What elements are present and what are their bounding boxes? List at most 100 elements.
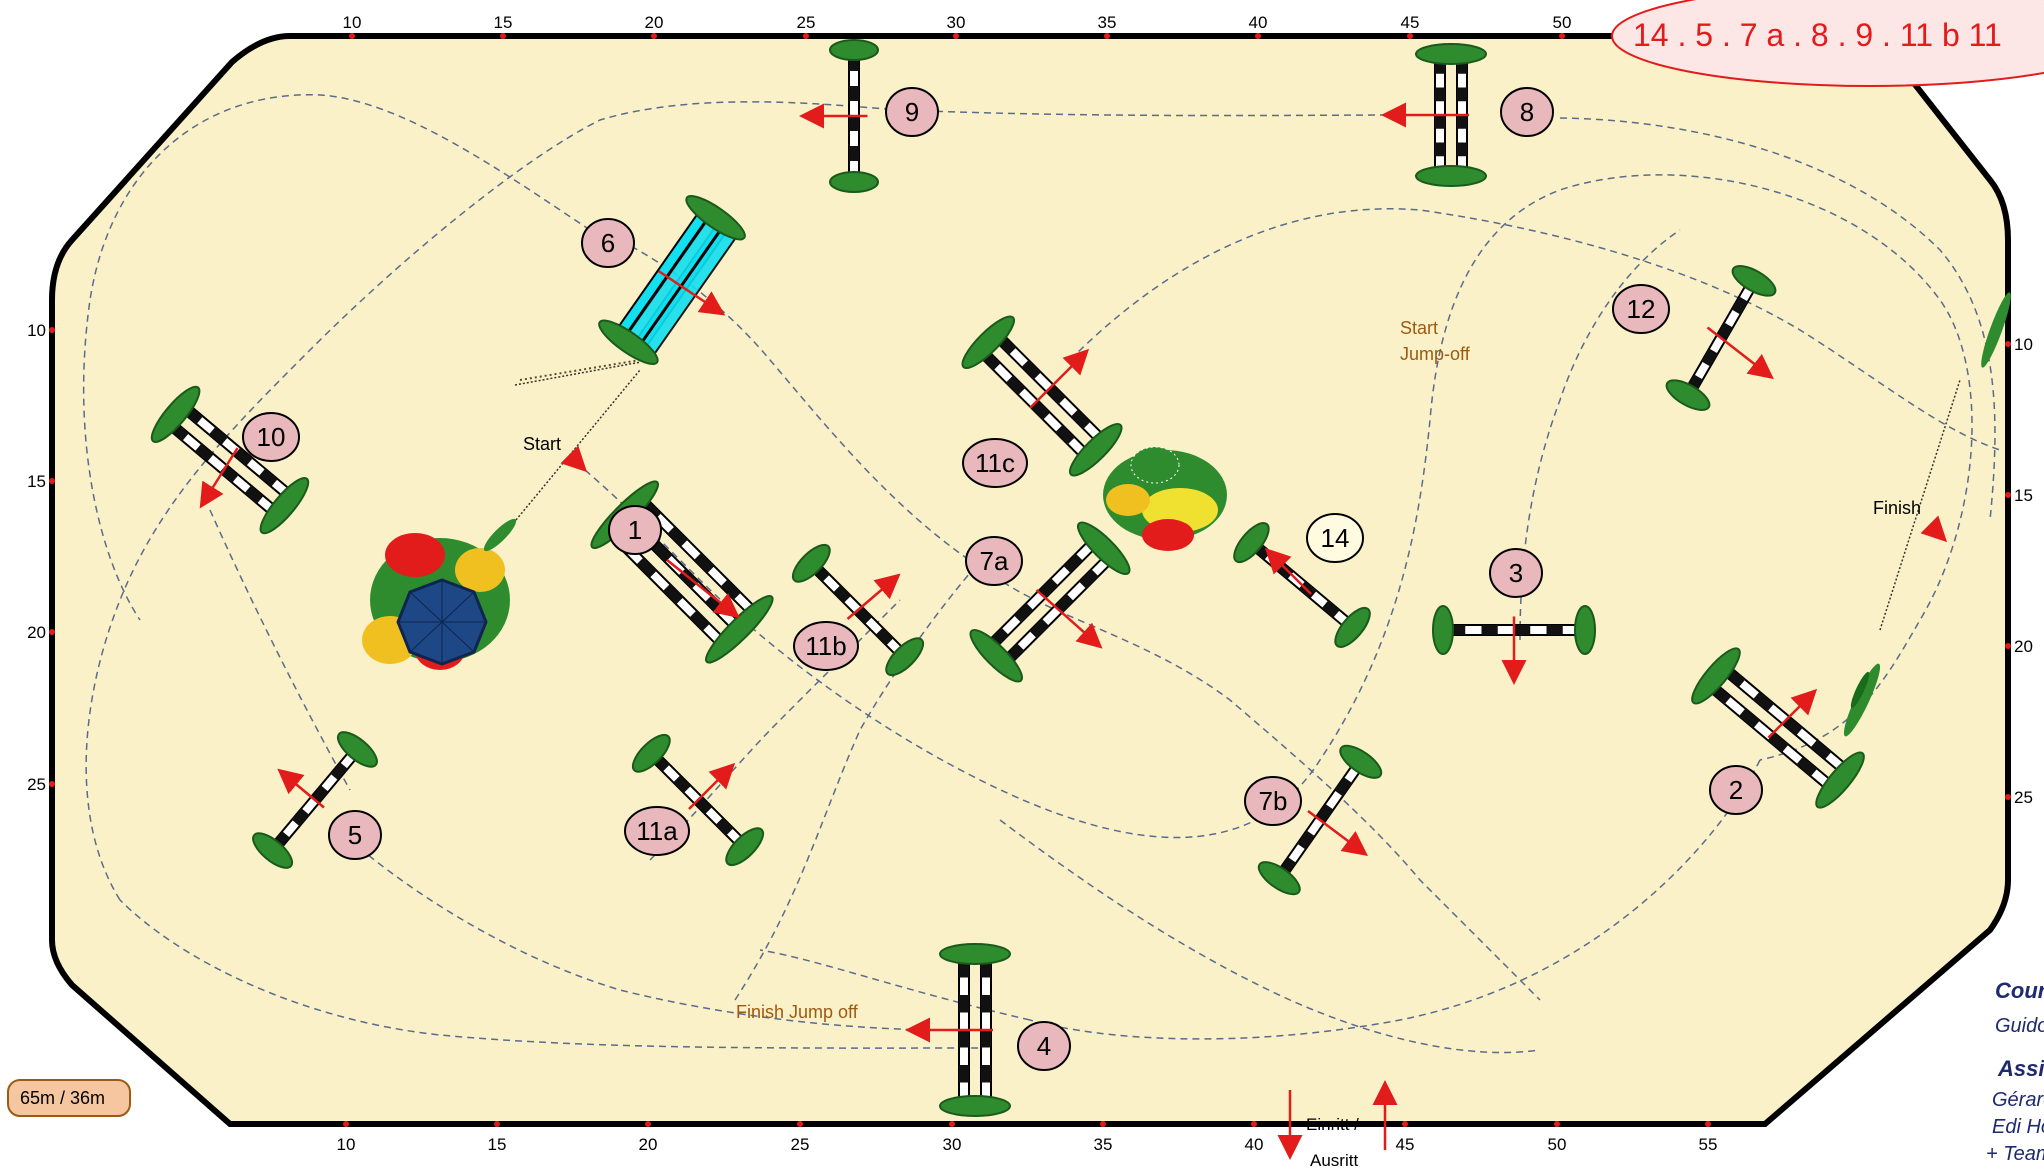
- scale-bottom-label: 40: [1245, 1135, 1264, 1154]
- credit-course-name: Guido B: [1995, 1015, 2044, 1037]
- scale-left-tick: 10: [27, 321, 55, 340]
- entry-label-2: Ausritt: [1310, 1151, 1358, 1170]
- scale-bottom-tick: 30: [943, 1121, 962, 1154]
- obstacle-number: 4: [1017, 1021, 1071, 1071]
- start-jumpoff-label-2: Jump-off: [1400, 344, 1471, 364]
- scale-bottom-tick: 45: [1396, 1121, 1415, 1154]
- direction-arrow: [1706, 326, 1774, 380]
- jump-rails: [150, 385, 310, 535]
- scale-right-label: 20: [2014, 637, 2033, 656]
- obstacle-14: 14: [1233, 513, 1371, 648]
- scale-right-label: 10: [2014, 335, 2033, 354]
- obstacle-number-label: 8: [1520, 97, 1534, 127]
- direction-arrow: [666, 559, 740, 619]
- obstacle-number: 10: [242, 412, 300, 462]
- scale-bottom-label: 15: [488, 1135, 507, 1154]
- scale-top-label: 35: [1098, 13, 1117, 32]
- obstacle-11a: 11a: [624, 733, 765, 867]
- scale-left-tick: 25: [27, 775, 55, 794]
- scale-left-label: 15: [27, 472, 46, 491]
- obstacle-number-label: 12: [1627, 294, 1656, 324]
- obstacle-number-label: 11b: [805, 631, 846, 661]
- scale-left-tick: 20: [27, 623, 55, 642]
- scale-top-tick: 10: [343, 13, 361, 39]
- obstacle-number-label: 3: [1509, 558, 1523, 588]
- credit-course-title: Course: [1995, 978, 2044, 1003]
- obstacle-10: 10: [150, 385, 310, 535]
- scale-left-label: 10: [27, 321, 46, 340]
- scale-bottom-tick: 50: [1548, 1121, 1567, 1154]
- obstacle-5: 5: [252, 731, 382, 869]
- scale-left-label: 25: [27, 775, 46, 794]
- credit-assistant-3: + Team: [1986, 1143, 2044, 1165]
- obstacle-number-label: 7b: [1259, 786, 1288, 816]
- scale-top-label: 50: [1553, 13, 1572, 32]
- credit-assistant-1: Gérard L: [1992, 1089, 2044, 1111]
- start-line: [514, 359, 1961, 631]
- scale-top-label: 20: [645, 13, 664, 32]
- scale-right: 10 15 20 25: [2005, 335, 2033, 807]
- direction-arrow: [657, 269, 726, 316]
- scale-right-tick: 25: [2005, 788, 2033, 807]
- combination-text: 14 . 5 . 7 a . 8 . 9 . 11 b 11: [1633, 17, 2002, 53]
- obstacle-number: 11a: [624, 806, 690, 856]
- course-path: [82, 94, 2001, 1054]
- scale-bottom: 10 15 20 25 30 35 40 45 50 55: [337, 1121, 1718, 1154]
- obstacle-7b: 7b: [1244, 744, 1383, 896]
- obstacle-9: 9: [799, 39, 939, 193]
- obstacle-number: 3: [1489, 548, 1543, 598]
- scale-bottom-label: 55: [1699, 1135, 1718, 1154]
- obstacle-number: 11b: [793, 621, 859, 671]
- scale-bottom-label: 50: [1548, 1135, 1567, 1154]
- scale-top-label: 15: [494, 13, 513, 32]
- obstacle-3: 3: [1432, 548, 1596, 685]
- finish-label: Finish: [1873, 498, 1921, 518]
- scale-bottom-label: 35: [1094, 1135, 1113, 1154]
- scale-left: 10 15 20 25: [27, 321, 55, 794]
- direction-arrow: [1767, 688, 1818, 739]
- direction-arrow: [1307, 810, 1368, 856]
- start-jumpoff-label-1: Start: [1400, 318, 1438, 338]
- obstacle-number-label: 1: [628, 515, 642, 545]
- scale-top-label: 40: [1249, 13, 1268, 32]
- obstacle-number: 7b: [1244, 776, 1302, 826]
- scale-bottom-label: 30: [943, 1135, 962, 1154]
- scale-top-label: 25: [797, 13, 816, 32]
- scale-bottom-tick: 40: [1245, 1121, 1264, 1154]
- scale-top-tick: 20: [645, 13, 664, 39]
- scale-top-tick: 15: [494, 13, 513, 39]
- combination-bubble: [1611, 0, 2044, 87]
- direction-arrow: [277, 768, 325, 809]
- obstacle-number: 7a: [965, 536, 1023, 586]
- scale-bottom-tick: 20: [639, 1121, 657, 1154]
- obstacle-4: 4: [905, 943, 1071, 1117]
- scale-top: 10 15 20 25 30 35 40 45 50: [343, 13, 1572, 39]
- scale-bottom-label: 45: [1396, 1135, 1415, 1154]
- entry-label-1: Einritt /: [1306, 1115, 1359, 1134]
- obstacle-8: 8: [1381, 43, 1554, 187]
- scale-top-label: 45: [1401, 13, 1420, 32]
- scale-bottom-tick: 35: [1094, 1121, 1113, 1154]
- obstacle-number-label: 11c: [975, 448, 1015, 478]
- scale-right-label: 15: [2014, 486, 2033, 505]
- start-label: Start: [523, 434, 561, 454]
- flower-bed-center: [1103, 446, 1227, 551]
- finish-jumpoff-label: Finish Jump off: [736, 1002, 859, 1022]
- obstacle-number-label: 4: [1037, 1031, 1051, 1061]
- scale-bottom-label: 10: [337, 1135, 356, 1154]
- obstacle-number-label: 9: [905, 97, 919, 127]
- direction-arrow: [688, 762, 736, 810]
- direction-arrow: [1035, 589, 1103, 649]
- scale-bottom-tick: 10: [337, 1121, 356, 1154]
- obstacle-12: 12: [1612, 265, 1777, 411]
- plant-decoration: [483, 292, 2011, 737]
- obstacle-number: 11c: [962, 438, 1028, 488]
- obstacle-number: 5: [328, 810, 382, 860]
- scale-top-tick: 30: [947, 13, 965, 39]
- scale-right-label: 25: [2014, 788, 2033, 807]
- scale-right-tick: 20: [2005, 637, 2033, 656]
- direction-arrow: [846, 573, 901, 620]
- obstacle-number: 8: [1500, 87, 1554, 137]
